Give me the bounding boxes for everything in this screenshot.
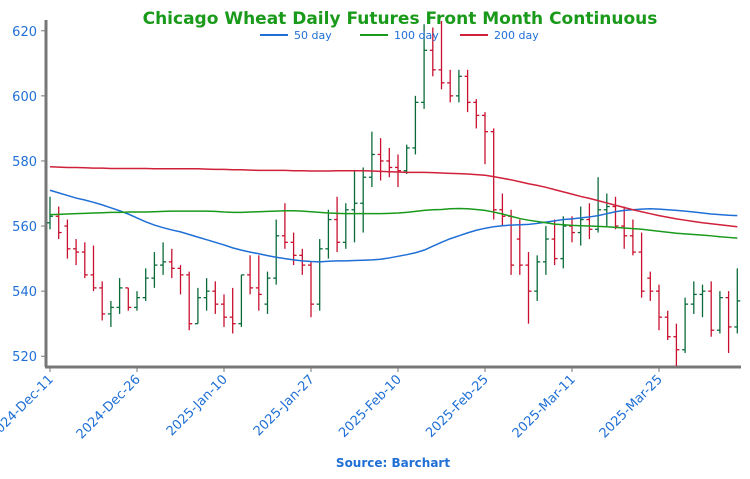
- x-tick-label: 2025-Feb-25: [423, 372, 492, 441]
- ma-line: [49, 189, 738, 263]
- y-tick-label: 560: [12, 220, 37, 235]
- x-tick-label: 2025-Jan-27: [251, 372, 318, 439]
- x-tick-label: 2024-Dec-26: [74, 372, 144, 442]
- x-tick-label: 2025-Jan-10: [164, 372, 231, 439]
- y-tick-label: 580: [12, 155, 37, 170]
- x-tick-label: 2025-Mar-11: [510, 372, 579, 441]
- x-tick-label: 2025-Mar-25: [597, 372, 666, 441]
- source: Source: Barchart: [336, 456, 450, 470]
- y-tick-label: 540: [12, 285, 37, 300]
- x-tick-label: 2025-Feb-10: [336, 372, 405, 441]
- ma-line: [49, 207, 738, 239]
- y-tick-label: 620: [12, 25, 37, 40]
- y-tick-label: 520: [12, 350, 37, 365]
- y-tick-label: 600: [12, 90, 37, 105]
- legend-label: 100 day: [394, 29, 439, 42]
- x-tick-label: 2024-Dec-11: [0, 372, 57, 442]
- legend-label: 200 day: [494, 29, 539, 42]
- legend-label: 50 day: [294, 29, 332, 42]
- ma-line: [49, 166, 738, 228]
- chart-title: Chicago Wheat Daily Futures Front Month …: [143, 9, 658, 29]
